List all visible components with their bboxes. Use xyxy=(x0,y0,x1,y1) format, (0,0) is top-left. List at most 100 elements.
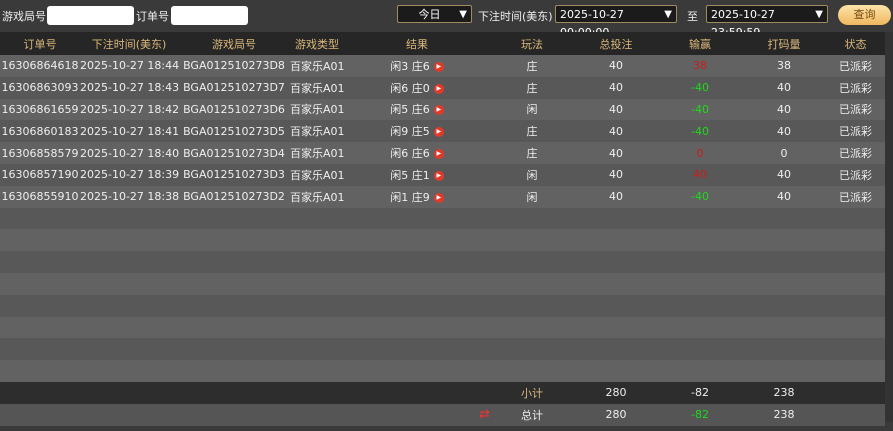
total-value: 40 xyxy=(609,190,623,204)
empty-cell xyxy=(0,251,80,273)
summary-cell xyxy=(0,381,80,404)
refresh-icon[interactable]: ⇄ xyxy=(479,407,490,423)
bet-value: 庄 xyxy=(526,59,538,73)
time-value: 2025-10-27 18:41 xyxy=(80,124,180,138)
status-value: 已派彩 xyxy=(839,103,872,117)
cell-time: 2025-10-27 18:40 xyxy=(80,142,179,164)
play-replay-icon[interactable]: ▶ xyxy=(433,127,444,138)
win-value: -40 xyxy=(691,190,709,204)
empty-cell xyxy=(80,294,178,317)
time-label: 下注时间(美东) xyxy=(478,10,553,23)
cell-win: -40 xyxy=(658,120,742,143)
empty-cell xyxy=(290,316,344,339)
play-replay-icon[interactable]: ▶ xyxy=(433,170,444,181)
cell-total: 40 xyxy=(574,120,658,143)
empty-cell xyxy=(80,229,178,252)
period-select[interactable]: 今日 ▼ xyxy=(397,5,472,23)
empty-cell xyxy=(290,207,344,230)
result-value: 闲9 庄5 xyxy=(390,125,430,139)
table-row[interactable]: 16306855910 2025-10-27 18:38 BGA012510273D… xyxy=(0,185,885,208)
empty-cell xyxy=(290,251,344,273)
cell-result: 闲6 庄0 ▶ xyxy=(344,76,490,99)
chevron-down-icon: ▼ xyxy=(815,9,823,20)
cell-win: -40 xyxy=(658,76,742,99)
result-value: 闲6 庄0 xyxy=(390,81,430,95)
column-header: 下注时间(美东) xyxy=(80,32,178,55)
summary-cell: 238 xyxy=(742,403,826,426)
round-value: BGA012510273D6 xyxy=(183,102,285,116)
cell-total: 40 xyxy=(574,142,658,164)
bet-value: 庄 xyxy=(526,81,538,95)
table-row[interactable]: 16306860183 2025-10-27 18:41 BGA012510273D… xyxy=(0,120,885,143)
total-value: 40 xyxy=(609,59,623,73)
order-input[interactable] xyxy=(171,6,248,25)
game-round-input[interactable] xyxy=(47,6,134,25)
empty-cell xyxy=(290,360,344,382)
empty-cell xyxy=(574,251,658,273)
round-value: BGA012510273D8 xyxy=(183,59,285,73)
start-time-select[interactable]: 2025-10-27 00:00:00▼ xyxy=(555,5,677,39)
empty-cell xyxy=(490,360,574,382)
empty-cell xyxy=(826,251,885,273)
play-replay-icon[interactable]: ▶ xyxy=(433,83,444,94)
cell-result: 闲1 庄9 ▶ xyxy=(344,185,490,208)
empty-cell xyxy=(178,338,290,361)
type-value: 百家乐A01 xyxy=(290,147,345,161)
chevron-down-icon: ▼ xyxy=(664,9,672,20)
cell-order: 16306857190 xyxy=(0,163,80,186)
empty-cell xyxy=(178,294,290,317)
cell-bet: 闲 xyxy=(490,98,574,121)
column-header: 打码量 xyxy=(742,32,826,55)
empty-cell xyxy=(344,294,490,317)
empty-cell xyxy=(80,316,178,339)
column-header: 输赢 xyxy=(658,32,742,55)
summary-cell: 280 xyxy=(574,381,658,404)
play-replay-icon[interactable]: ▶ xyxy=(433,192,444,203)
table-row[interactable]: 16306858579 2025-10-27 18:40 BGA012510273D… xyxy=(0,142,885,164)
order-label: 订单号 xyxy=(136,10,169,23)
cell-order: 16306855910 xyxy=(0,185,80,208)
empty-cell xyxy=(80,338,178,361)
table-row[interactable]: 16306863093 2025-10-27 18:43 BGA012510273D… xyxy=(0,76,885,99)
order-value: 16306860183 xyxy=(1,124,79,138)
summary-cell xyxy=(80,403,178,426)
scrollbar[interactable] xyxy=(885,32,893,422)
time-value: 2025-10-27 18:39 xyxy=(80,168,180,182)
play-replay-icon[interactable]: ▶ xyxy=(433,105,444,116)
empty-cell xyxy=(0,338,80,361)
cell-result: 闲6 庄6 ▶ xyxy=(344,142,490,164)
empty-cell xyxy=(826,360,885,382)
column-header: 状态 xyxy=(826,32,885,55)
table-row[interactable]: 16306864618 2025-10-27 18:44 BGA012510273D… xyxy=(0,55,885,77)
round-value: BGA012510273D3 xyxy=(183,168,285,182)
order-value: 16306861659 xyxy=(1,102,79,116)
table-row[interactable]: 16306861659 2025-10-27 18:42 BGA012510273D… xyxy=(0,98,885,121)
play-replay-icon[interactable]: ▶ xyxy=(433,61,444,72)
summary-cell xyxy=(178,403,290,426)
round-value: BGA012510273D5 xyxy=(183,124,285,138)
column-header: 总投注 xyxy=(574,32,658,55)
order-value: 16306855910 xyxy=(1,190,79,204)
empty-row xyxy=(0,294,885,317)
status-value: 已派彩 xyxy=(839,81,872,95)
empty-cell xyxy=(490,272,574,295)
cell-time: 2025-10-27 18:38 xyxy=(80,185,179,208)
summary-cell: 280 xyxy=(574,403,658,426)
empty-cell xyxy=(0,272,80,295)
empty-cell xyxy=(574,207,658,230)
end-time-select[interactable]: 2025-10-27 23:59:59▼ xyxy=(706,5,828,39)
code-value: 38 xyxy=(777,59,791,73)
query-button[interactable]: 查询 xyxy=(838,5,891,25)
cell-status: 已派彩 xyxy=(826,76,885,99)
empty-cell xyxy=(826,207,885,230)
cell-order: 16306863093 xyxy=(0,76,80,99)
summary-cell: 总计 xyxy=(490,403,574,426)
cell-code: 38 xyxy=(742,55,826,77)
table-row[interactable]: 16306857190 2025-10-27 18:39 BGA012510273D… xyxy=(0,163,885,186)
cell-code: 40 xyxy=(742,76,826,99)
win-value: -40 xyxy=(691,124,709,138)
cell-win: 38 xyxy=(658,55,742,77)
cell-order: 16306861659 xyxy=(0,98,80,121)
play-replay-icon[interactable]: ▶ xyxy=(433,149,444,160)
summary-cell xyxy=(290,381,344,404)
